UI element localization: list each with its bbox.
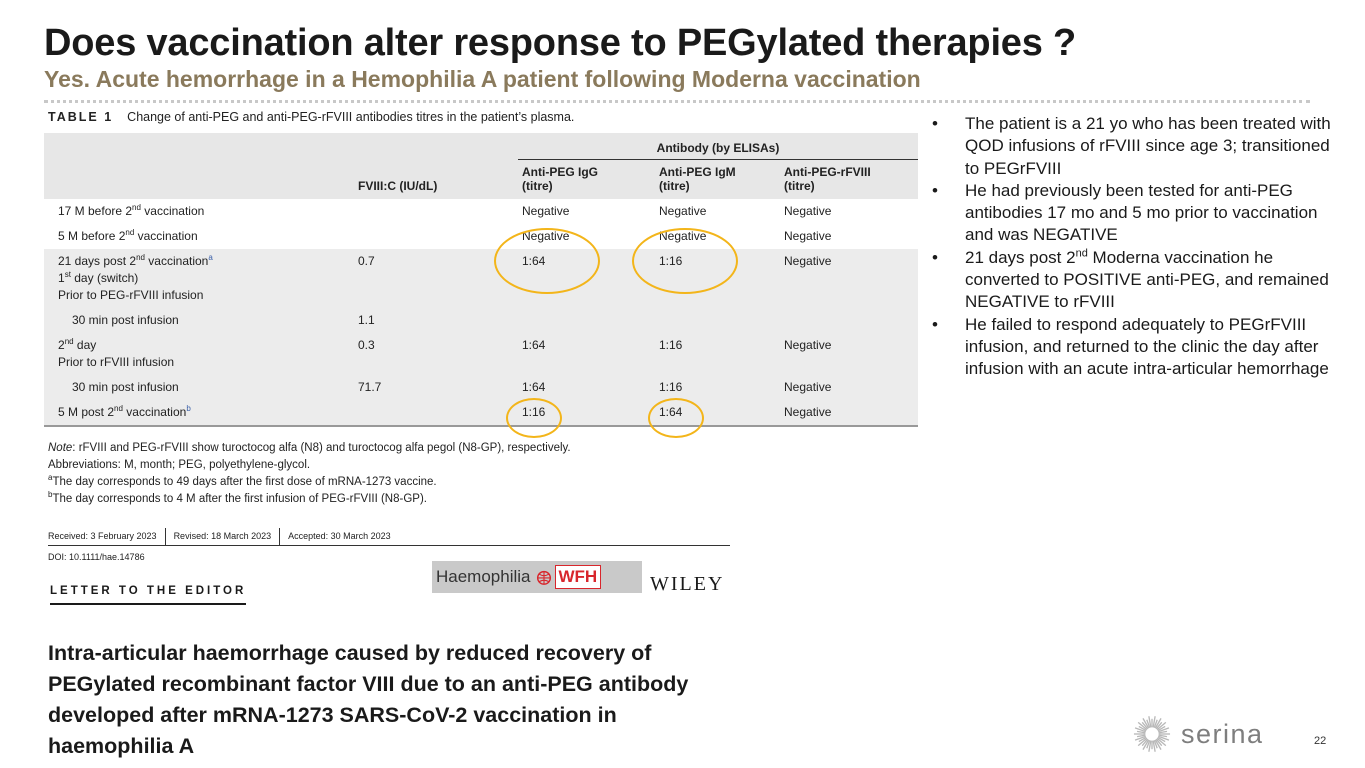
serina-sunburst-icon <box>1133 716 1171 752</box>
list-item: He had previously been tested for anti-P… <box>932 180 1332 247</box>
cell-igg: 1:64 <box>518 375 655 400</box>
table-row: 5 M post 2nd vaccinationb 1:16 1:64 Nega… <box>44 400 919 426</box>
title-divider <box>44 100 1310 103</box>
section-label: LETTER TO THE EDITOR <box>50 585 247 605</box>
wfh-logo-text: WFH <box>554 565 602 589</box>
cell-igm <box>655 308 780 333</box>
slide-subtitle: Yes. Acute hemorrhage in a Hemophilia A … <box>44 66 921 92</box>
cell-igm: Negative <box>655 199 780 224</box>
highlight-circle-igg-late <box>506 398 562 438</box>
table-row: 2nd day Prior to rFVIII infusion 0.3 1:64… <box>44 333 919 375</box>
wfh-globe-icon <box>536 570 551 585</box>
row-label: 30 min post infusion <box>44 308 354 333</box>
antibody-group-header: Antibody (by ELISAs) <box>518 133 919 160</box>
note-line: aThe day corresponds to 49 days after th… <box>48 473 437 488</box>
table-row: 21 days post 2nd vaccinationa 1st day (sw… <box>44 249 919 308</box>
cell-fviii: 0.3 <box>354 333 518 375</box>
article-title: Intra-articular haemorrhage caused by re… <box>48 641 689 758</box>
row-label: 5 M post 2nd vaccinationb <box>44 400 354 426</box>
table-label: TABLE 1 <box>48 110 114 124</box>
note-line: bThe day corresponds to 4 M after the fi… <box>48 490 427 505</box>
cell-fviii: 0.7 <box>354 249 518 308</box>
row-label: 5 M before 2nd vaccination <box>44 224 354 249</box>
cell-fviii <box>354 224 518 249</box>
wiley-logo: WILEY <box>650 573 725 595</box>
col-header-fviii: FVIII:C (IU/dL) <box>354 159 518 199</box>
list-item: He failed to respond adequately to PEGrF… <box>932 314 1332 381</box>
row-label: 17 M before 2nd vaccination <box>44 199 354 224</box>
col-header-rfviii: Anti-PEG-rFVIII (titre) <box>780 159 919 199</box>
received-date: Received: 3 February 2023 <box>48 528 166 546</box>
cell-rfviii <box>780 308 919 333</box>
cell-fviii <box>354 199 518 224</box>
antibody-table: Antibody (by ELISAs) FVIII:C (IU/dL) Ant… <box>44 133 919 427</box>
table-row: 30 min post infusion 71.7 1:64 1:16 Nega… <box>44 375 919 400</box>
table-row: 30 min post infusion 1.1 <box>44 308 919 333</box>
cell-rfviii: Negative <box>780 249 919 308</box>
slide-title: Does vaccination alter response to PEGyl… <box>44 22 1077 64</box>
row-label: 30 min post infusion <box>44 375 354 400</box>
cell-rfviii: Negative <box>780 199 919 224</box>
table-row: 17 M before 2nd vaccination Negative Neg… <box>44 199 919 224</box>
cell-rfviii: Negative <box>780 333 919 375</box>
highlight-circle-igm-late <box>648 398 704 438</box>
highlight-circle-igg-conversion <box>494 228 600 294</box>
highlight-circle-igm-conversion <box>632 228 738 294</box>
haemophilia-journal-logo: Haemophilia WFH <box>432 561 642 593</box>
table-caption-text: Change of anti-PEG and anti-PEG-rFVIII a… <box>127 110 575 124</box>
col-header-igm: Anti-PEG IgM (titre) <box>655 159 780 199</box>
serina-wordmark: serina <box>1181 718 1264 749</box>
cell-fviii: 71.7 <box>354 375 518 400</box>
cell-rfviii: Negative <box>780 375 919 400</box>
table-caption: TABLE 1 Change of anti-PEG and anti-PEG-r… <box>48 110 574 124</box>
cell-rfviii: Negative <box>780 224 919 249</box>
cell-fviii: 1.1 <box>354 308 518 333</box>
table-notes: Note: rFVIII and PEG-rFVIII show turocto… <box>48 440 571 508</box>
table-row: 5 M before 2nd vaccination Negative Nega… <box>44 224 919 249</box>
cell-igg: 1:64 <box>518 333 655 375</box>
note-line: Abbreviations: M, month; PEG, polyethyle… <box>48 459 311 471</box>
note-line: Note: rFVIII and PEG-rFVIII show turocto… <box>48 442 571 454</box>
article-doi: DOI: 10.1111/hae.14786 <box>48 552 145 562</box>
row-label: 2nd day Prior to rFVIII infusion <box>44 333 354 375</box>
col-header-igg: Anti-PEG IgG (titre) <box>518 159 655 199</box>
cell-igg <box>518 308 655 333</box>
cell-rfviii: Negative <box>780 400 919 426</box>
cell-igm: 1:16 <box>655 333 780 375</box>
accepted-date: Accepted: 30 March 2023 <box>288 531 391 541</box>
row-label: 21 days post 2nd vaccinationa 1st day (sw… <box>44 249 354 308</box>
cell-fviii <box>354 400 518 426</box>
page-number: 22 <box>1314 735 1327 747</box>
list-item: The patient is a 21 yo who has been trea… <box>932 113 1332 180</box>
revised-date: Revised: 18 March 2023 <box>174 528 281 546</box>
cell-igm: 1:16 <box>655 375 780 400</box>
journal-name: Haemophilia <box>436 567 531 586</box>
list-item: 21 days post 2nd Moderna vaccination he … <box>932 247 1332 314</box>
article-dates: Received: 3 February 2023 Revised: 18 Ma… <box>48 528 730 546</box>
serina-logo: serina <box>1133 715 1264 753</box>
cell-igg: Negative <box>518 199 655 224</box>
findings-list: The patient is a 21 yo who has been trea… <box>932 113 1332 381</box>
